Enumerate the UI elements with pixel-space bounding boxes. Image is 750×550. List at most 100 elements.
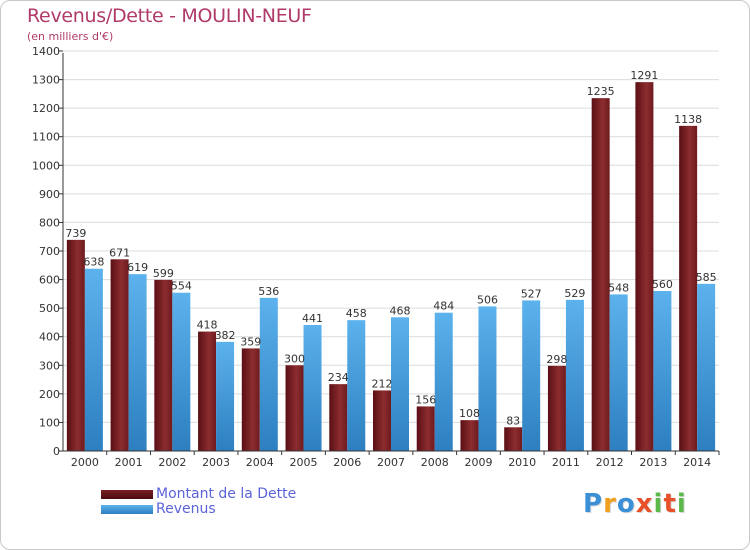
y-tick-label: 500: [39, 302, 60, 315]
bar-revenus: [609, 294, 628, 451]
logo-letter: i: [676, 489, 687, 519]
data-label-revenus: 619: [127, 261, 148, 274]
data-label-dette: 359: [240, 335, 261, 348]
bar-dette: [547, 365, 566, 451]
x-tick-label: 2012: [596, 456, 624, 469]
x-tick-label: 2004: [246, 456, 274, 469]
bar-dette: [373, 390, 391, 451]
data-label-revenus: 458: [346, 307, 367, 320]
data-label-dette: 418: [197, 319, 218, 332]
bar-revenus: [172, 292, 191, 451]
bar-revenus: [216, 341, 235, 451]
x-tick-label: 2013: [639, 456, 667, 469]
logo-letter: P: [583, 489, 604, 519]
bar-revenus: [303, 325, 322, 451]
data-label-revenus: 441: [302, 312, 323, 325]
x-tick-label: 2014: [683, 456, 711, 469]
bar-dette: [285, 365, 304, 451]
y-tick-label: 1400: [32, 45, 60, 58]
y-tick-label: 1100: [32, 131, 60, 144]
bar-dette: [198, 331, 217, 451]
data-label-dette: 1235: [587, 85, 615, 98]
data-label-revenus: 529: [564, 287, 585, 300]
chart-subtitle: (en milliers d'€): [27, 30, 114, 43]
chart-title: Revenus/Dette - MOULIN-NEUF: [27, 5, 312, 27]
x-tick-label: 2010: [508, 456, 536, 469]
bar-dette: [504, 427, 523, 451]
data-label-dette: 108: [459, 407, 480, 420]
bar-revenus: [434, 312, 453, 451]
bar-revenus: [128, 274, 147, 451]
legend-label-dette: Montant de la Dette: [156, 486, 297, 502]
legend-label-revenus: Revenus: [156, 501, 216, 517]
x-tick-label: 2007: [377, 456, 405, 469]
bar-revenus: [347, 320, 366, 451]
logo-letter: t: [663, 489, 677, 519]
x-tick-label: 2003: [202, 456, 230, 469]
bar-dette: [416, 406, 435, 451]
data-label-dette: 298: [546, 353, 567, 366]
data-label-dette: 739: [65, 227, 86, 240]
y-tick-label: 700: [39, 245, 60, 258]
bar-revenus: [697, 283, 716, 451]
x-tick-label: 2001: [115, 456, 143, 469]
data-label-dette: 1291: [630, 69, 658, 82]
bar-revenus: [259, 297, 278, 451]
data-label-dette: 1138: [674, 113, 702, 126]
data-label-revenus: 382: [215, 329, 236, 342]
logo-letter: x: [635, 489, 654, 519]
data-label-dette: 300: [284, 352, 305, 365]
bar-revenus: [84, 268, 103, 451]
y-tick-label: 300: [39, 359, 60, 372]
data-label-revenus: 554: [171, 280, 192, 293]
data-label-dette: 156: [415, 393, 436, 406]
x-tick-label: 2002: [158, 456, 186, 469]
data-label-dette: 671: [109, 246, 130, 259]
x-tick-label: 2006: [333, 456, 361, 469]
bar-dette: [679, 125, 698, 451]
legend-swatch-dette: [101, 490, 153, 499]
bar-dette: [154, 279, 173, 451]
logo-letter: r: [603, 489, 617, 519]
y-tick-label: 800: [39, 216, 60, 229]
data-label-revenus: 468: [390, 304, 411, 317]
data-label-revenus: 484: [433, 300, 454, 313]
bar-revenus: [522, 300, 541, 451]
y-tick-label: 400: [39, 331, 60, 344]
logo-letter: i: [653, 489, 664, 519]
bar-revenus: [653, 291, 672, 451]
bar-dette: [66, 239, 85, 451]
x-tick-label: 2005: [290, 456, 318, 469]
y-tick-label: 1000: [32, 159, 60, 172]
y-tick-label: 900: [39, 188, 60, 201]
y-tick-label: 1300: [32, 74, 60, 87]
data-label-dette: 599: [153, 267, 174, 280]
y-axis-ticks: 0 100 200 300 400 500 600 700 800 900 1000 1100 1200…: [32, 45, 63, 458]
data-label-revenus: 548: [608, 281, 629, 294]
bar-dette: [241, 348, 260, 451]
bar-dette: [329, 384, 348, 451]
y-tick-label: 100: [39, 416, 60, 429]
bars: [66, 82, 716, 452]
data-label-revenus: 585: [696, 271, 717, 284]
data-label-dette: 234: [328, 371, 349, 384]
y-tick-label: 600: [39, 274, 60, 287]
bar-revenus: [391, 317, 409, 451]
data-label-dette: 212: [372, 377, 393, 390]
legend-swatch-revenus: [101, 505, 153, 514]
y-tick-label: 1200: [32, 102, 60, 115]
x-tick-label: 2000: [71, 456, 99, 469]
bar-dette: [110, 259, 129, 451]
data-label-dette: 83: [506, 414, 520, 427]
bar-revenus: [478, 306, 497, 451]
y-tick-label: 0: [53, 445, 60, 458]
data-label-revenus: 638: [83, 256, 104, 269]
logo-letter: o: [616, 489, 636, 519]
x-tick-label: 2011: [552, 456, 580, 469]
x-tick-label: 2008: [421, 456, 449, 469]
y-tick-label: 200: [39, 388, 60, 401]
bar-dette: [460, 420, 479, 451]
x-tick-label: 2009: [464, 456, 492, 469]
